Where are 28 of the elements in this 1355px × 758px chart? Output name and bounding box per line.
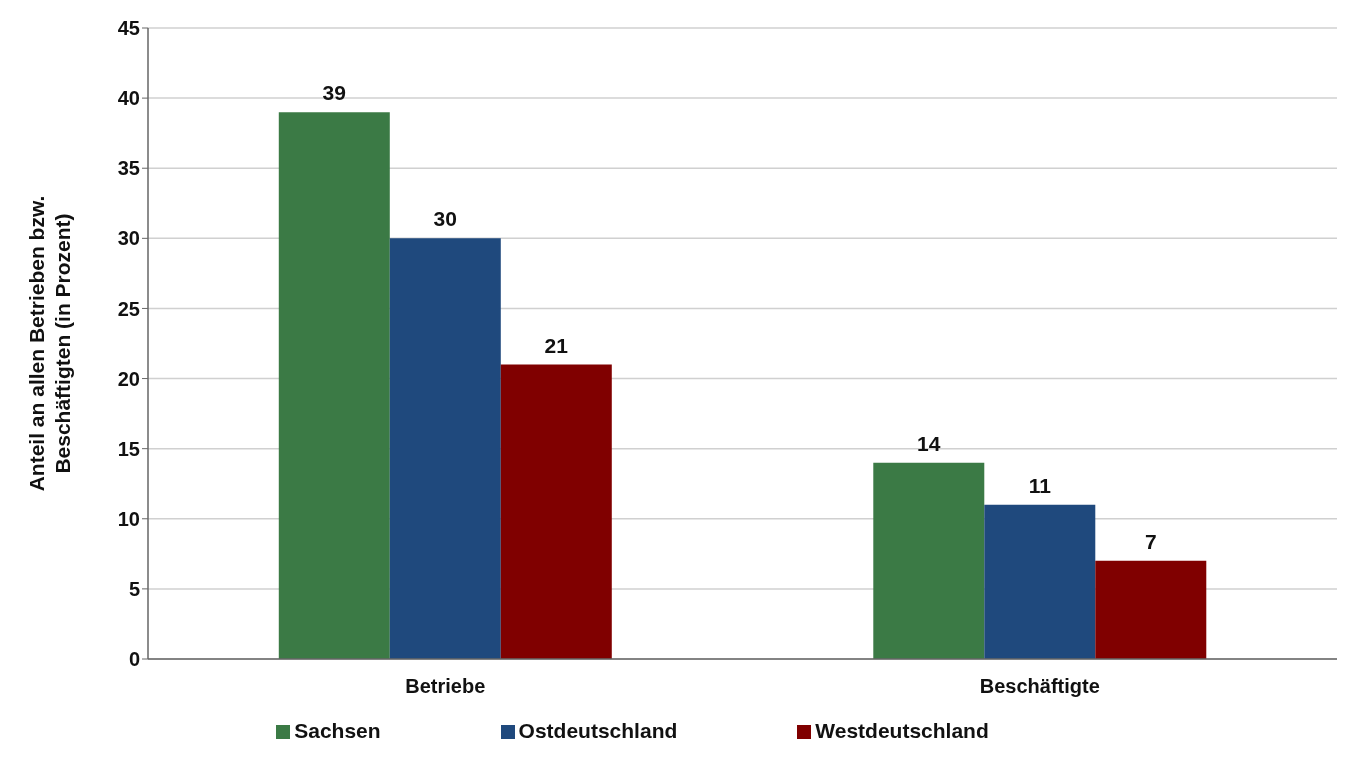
y-tick-label: 15 [117,437,140,460]
data-label: 11 [1028,473,1052,497]
bar [1095,560,1207,659]
y-tick-label: 25 [117,297,140,320]
data-label: 14 [917,431,941,455]
legend-label: Ostdeutschland [518,719,678,742]
bar [984,504,1096,659]
y-tick-label: 35 [117,157,140,180]
y-tick-label: 5 [128,577,140,600]
data-label: 21 [544,333,569,357]
legend-label: Sachsen [294,719,381,742]
data-label: 7 [1144,529,1157,553]
y-tick-label: 45 [117,17,140,40]
data-label: 30 [433,207,457,231]
y-tick-label: 10 [117,507,140,530]
y-axis-title: Anteil an allen Betrieben bzw. Beschäftigten (in Prozent) [25,195,74,492]
y-tick-label: 30 [117,227,140,250]
bar [389,238,501,659]
bar [278,112,390,659]
y-tick-label: 20 [117,367,140,390]
data-label: 39 [322,81,346,105]
x-tick-label: Betriebe [405,675,486,698]
bar [873,462,985,659]
y-tick-label: 0 [128,648,140,671]
y-tick-label: 40 [117,87,140,110]
x-tick-label: Beschäftigte [979,675,1100,698]
bar [500,364,612,659]
legend-label: Westdeutschland [815,719,989,742]
